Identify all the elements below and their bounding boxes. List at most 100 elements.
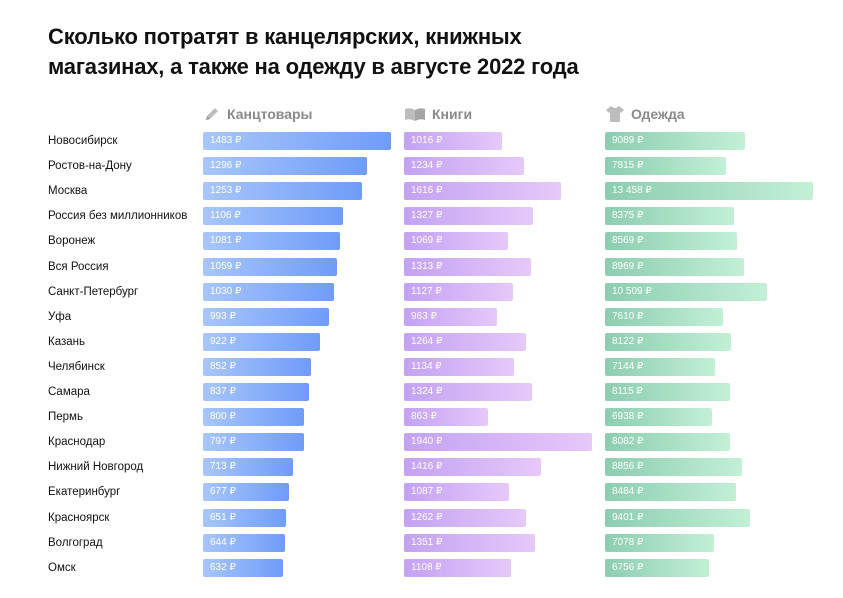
bar: 8115 ₽ <box>605 383 730 401</box>
bar: 651 ₽ <box>203 508 286 527</box>
bar: 7078 ₽ <box>605 533 714 552</box>
row-label: Ростов-на-Дону <box>48 160 132 173</box>
bar-value-label: 7815 ₽ <box>612 160 644 172</box>
row-label: Пермь <box>48 411 83 424</box>
bar-value-label: 1106 ₽ <box>210 210 241 222</box>
bar-value-label: 713 ₽ <box>210 461 236 473</box>
bar-value-label: 9401 ₽ <box>612 511 644 523</box>
bar-value-label: 8484 ₽ <box>612 486 644 498</box>
bar: 6756 ₽ <box>605 558 709 577</box>
pencil-icon <box>203 105 221 123</box>
column-header-label: Одежда <box>631 106 685 122</box>
bar: 1016 ₽ <box>404 132 502 150</box>
bar: 713 ₽ <box>203 458 293 477</box>
row-label: Нижний Новгород <box>48 461 144 474</box>
bar-value-label: 8856 ₽ <box>612 461 644 473</box>
bar-value-label: 6938 ₽ <box>612 411 644 423</box>
bar: 1234 ₽ <box>404 157 524 176</box>
row-label: Россия без миллионников <box>48 210 188 223</box>
bar-value-label: 1030 ₽ <box>210 285 242 297</box>
bar: 1108 ₽ <box>404 558 511 577</box>
bar: 9401 ₽ <box>605 508 750 527</box>
bar: 644 ₽ <box>203 533 285 552</box>
bar: 922 ₽ <box>203 332 320 351</box>
bar-value-label: 1416 ₽ <box>411 461 443 473</box>
bar-value-label: 993 ₽ <box>210 310 236 322</box>
column-header-2: Книги <box>404 103 472 125</box>
row-label: Вся Россия <box>48 260 109 273</box>
row-label: Самара <box>48 386 90 398</box>
bar: 800 ₽ <box>203 408 304 427</box>
bar: 7610 ₽ <box>605 307 723 326</box>
bar: 8082 ₽ <box>605 433 730 452</box>
bar-value-label: 1616 ₽ <box>411 185 443 197</box>
bar-value-label: 7610 ₽ <box>612 310 644 322</box>
bar: 963 ₽ <box>404 307 497 326</box>
bar-value-label: 922 ₽ <box>210 335 236 347</box>
bar: 863 ₽ <box>404 408 488 427</box>
row-label: Санкт-Петербург <box>48 285 139 298</box>
bar: 8569 ₽ <box>605 232 737 251</box>
bar: 8375 ₽ <box>605 207 734 226</box>
bar: 1134 ₽ <box>404 357 514 376</box>
bar: 797 ₽ <box>203 433 304 452</box>
row-label: Москва <box>48 185 88 198</box>
bar-value-label: 1016 ₽ <box>411 135 443 146</box>
row-label: Волгоград <box>48 536 103 549</box>
bar: 1416 ₽ <box>404 458 541 477</box>
bar-value-label: 797 ₽ <box>210 436 236 448</box>
bar-value-label: 1087 ₽ <box>411 486 443 498</box>
bar-value-label: 1324 ₽ <box>411 386 443 397</box>
row-label: Казань <box>48 335 85 348</box>
book-icon <box>404 105 426 123</box>
bar: 13 458 ₽ <box>605 182 813 201</box>
bar-value-label: 8082 ₽ <box>612 436 644 448</box>
bar-value-label: 1108 ₽ <box>411 561 442 573</box>
bar-value-label: 852 ₽ <box>210 360 236 372</box>
bar: 7144 ₽ <box>605 357 715 376</box>
bar: 632 ₽ <box>203 558 283 577</box>
bar-value-label: 677 ₽ <box>210 486 236 498</box>
bar-value-label: 863 ₽ <box>411 411 437 423</box>
bar: 1313 ₽ <box>404 257 531 276</box>
bar: 1127 ₽ <box>404 282 513 301</box>
bar: 8969 ₽ <box>605 257 744 276</box>
bar: 1030 ₽ <box>203 282 334 301</box>
bar: 837 ₽ <box>203 383 309 401</box>
row-label: Новосибирск <box>48 135 118 147</box>
bar-value-label: 8375 ₽ <box>612 210 644 222</box>
bar-value-label: 800 ₽ <box>210 411 236 423</box>
bar: 1106 ₽ <box>203 207 343 226</box>
bar: 1059 ₽ <box>203 257 337 276</box>
chart-title-line-1: Сколько потратят в канцелярских, книжных <box>48 24 522 49</box>
bar-value-label: 1069 ₽ <box>411 235 443 247</box>
column-header-label: Канцтовары <box>227 106 313 122</box>
bar-value-label: 1483 ₽ <box>210 135 242 146</box>
bar: 677 ₽ <box>203 483 289 502</box>
bar-value-label: 7144 ₽ <box>612 360 644 372</box>
tshirt-icon <box>605 105 625 123</box>
chart-title-line-2: магазинах, а также на одежду в августе 2… <box>48 54 579 79</box>
bar-value-label: 1134 ₽ <box>411 360 442 372</box>
row-label: Воронеж <box>48 235 96 248</box>
bar-value-label: 644 ₽ <box>210 536 236 548</box>
row-label: Красноярск <box>48 511 110 524</box>
bar: 7815 ₽ <box>605 157 726 176</box>
row-label: Омск <box>48 561 76 574</box>
bar-value-label: 837 ₽ <box>210 386 236 397</box>
bar-value-label: 1296 ₽ <box>210 160 242 172</box>
bar: 1253 ₽ <box>203 182 362 201</box>
chart-title: Сколько потратят в канцелярских, книжных… <box>48 22 768 82</box>
bar: 1483 ₽ <box>203 132 391 150</box>
row-label: Челябинск <box>48 360 105 373</box>
bar-value-label: 1262 ₽ <box>411 511 443 523</box>
bar: 1324 ₽ <box>404 383 532 401</box>
bar: 1262 ₽ <box>404 508 526 527</box>
bar-value-label: 651 ₽ <box>210 511 236 523</box>
bar: 9089 ₽ <box>605 132 745 150</box>
bar: 1351 ₽ <box>404 533 535 552</box>
column-header-1: Канцтовары <box>203 103 313 125</box>
column-header-label: Книги <box>432 106 473 122</box>
bar-value-label: 8122 ₽ <box>612 335 644 347</box>
bar: 1296 ₽ <box>203 157 367 176</box>
